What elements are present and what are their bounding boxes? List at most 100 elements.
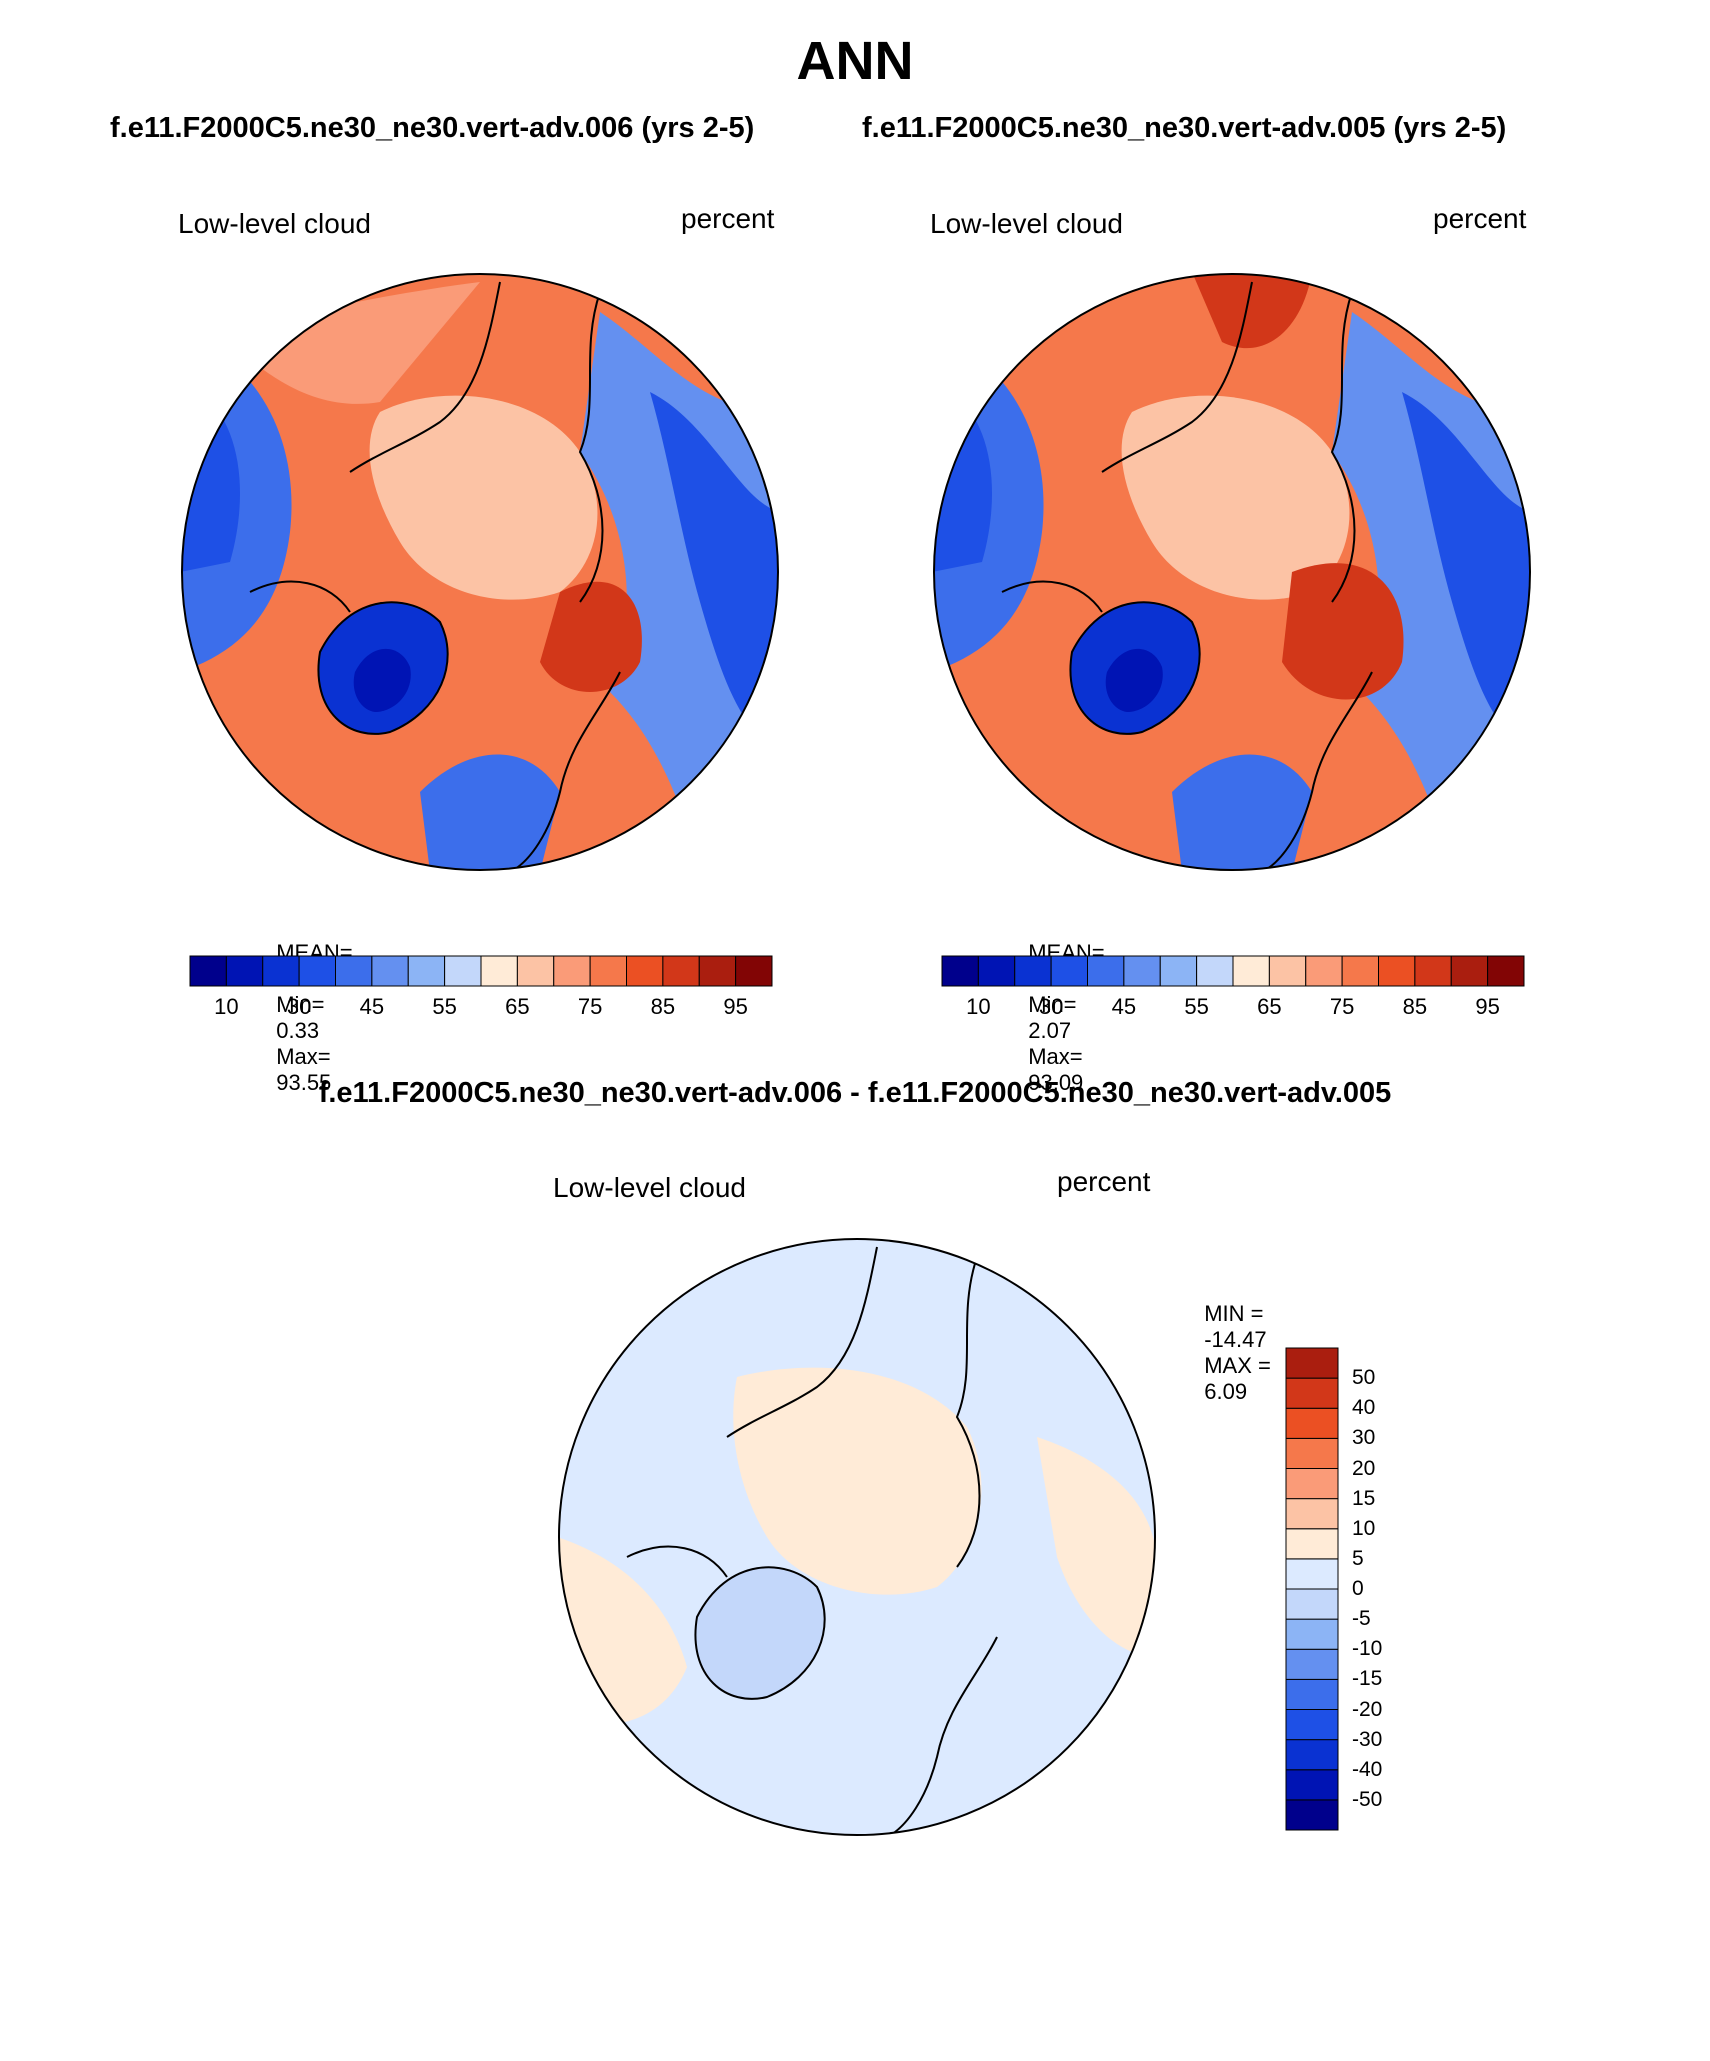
max-value: 93.55 [276, 1070, 332, 1095]
colorbar-swatch [553, 955, 591, 987]
figure-title: ANN [796, 31, 914, 91]
panel1-variable-label: Low-level cloud [178, 208, 371, 239]
colorbar-tick-label: 10 [966, 994, 991, 1019]
warm-core [540, 581, 642, 692]
colorbar-swatch [662, 955, 700, 987]
colorbar-swatch [335, 955, 373, 987]
colorbar-tick-label: 45 [1111, 994, 1137, 1019]
warm-core [1282, 563, 1404, 700]
colorbar-swatch [698, 955, 737, 987]
colorbar-swatch [1123, 955, 1161, 987]
cold-region-east [1332, 312, 1530, 870]
colorbar-swatch [1285, 1468, 1339, 1500]
colorbar-swatch [225, 955, 264, 987]
colorbar-swatch [1285, 1437, 1339, 1469]
colorbar-swatch [262, 955, 300, 987]
colorbar-tick-label: -50 [1352, 1787, 1383, 1811]
polar-map-panel2 [933, 273, 1531, 871]
panel2-units-label: percent [1433, 203, 1527, 234]
colorbar-swatch [1414, 955, 1452, 987]
max-value: 93.09 [1028, 1070, 1084, 1095]
pacific-warm-core [1192, 274, 1312, 349]
diff-title: f.e11.F2000C5.ne30_ne30.vert-adv.006 - f… [318, 1077, 1392, 1109]
colorbar-tick-label: 95 [723, 994, 748, 1019]
colorbar-swatch [407, 955, 446, 987]
colorbar-swatch [1285, 1528, 1339, 1560]
colorbar-tick-label: -5 [1352, 1607, 1371, 1631]
colorbar-swatch [626, 955, 664, 987]
colorbar-tick-label: 30 [1038, 994, 1064, 1019]
min-label: Min= [1028, 992, 1077, 1017]
colorbar-tick-label: 20 [1352, 1456, 1376, 1480]
cold-region-south [1172, 754, 1312, 870]
coastlines [249, 281, 621, 870]
colorbar-swatch [1487, 955, 1525, 987]
panel3-units-label: percent [1057, 1166, 1151, 1197]
colorbar-tick-label: 5 [1352, 1546, 1364, 1570]
colorbar-tick-label: -15 [1352, 1667, 1383, 1691]
panel2-variable-label: Low-level cloud [930, 208, 1123, 239]
colorbar-tick-label: 55 [432, 994, 457, 1019]
greenland-core [1105, 648, 1163, 712]
subtitle-right: f.e11.F2000C5.ne30_ne30.vert-adv.005 (yr… [862, 112, 1507, 144]
colorbar-swatch [1285, 1618, 1339, 1650]
colorbar-swatch [189, 955, 227, 987]
panel3-stats: MIN = -14.47 MAX = 6.09 [1192, 1275, 1271, 1405]
colorbar-swatch [1285, 1648, 1339, 1680]
colorbar-swatch [480, 955, 518, 987]
colorbar-swatch [1159, 955, 1198, 987]
colorbar-swatch [1285, 1498, 1339, 1530]
colorbar-swatch [1285, 1678, 1339, 1710]
pacific-warm [220, 282, 480, 404]
colorbar-swatch [1341, 955, 1379, 987]
min-value: 2.07 [1028, 1018, 1072, 1043]
colorbar-swatch [1450, 955, 1489, 987]
colorbar-swatch [1285, 1739, 1339, 1771]
colorbar-swatch [444, 955, 482, 987]
colorbar-swatch [1285, 1347, 1339, 1379]
max-label: Max= [1028, 1044, 1083, 1069]
colorbar-swatch [516, 955, 555, 987]
max-label: Max= [276, 1044, 331, 1069]
colorbar-panel2 [941, 955, 1525, 987]
greenland-core [353, 648, 411, 712]
cold-region-east [580, 312, 778, 870]
colorbar-tick-label: 65 [505, 994, 530, 1019]
colorbar-tick-label: 85 [1402, 994, 1428, 1019]
cold-core-east [1402, 392, 1530, 752]
colorbar-tick-label: 10 [214, 994, 239, 1019]
map-border [558, 1238, 1156, 1836]
min-label: MIN = [1204, 1301, 1264, 1326]
colorbar-swatch [1196, 955, 1234, 987]
colorbar-swatch [1305, 955, 1343, 987]
cold-region-south [420, 754, 560, 870]
panel3-variable-label: Low-level cloud [553, 1172, 746, 1203]
polar-map-panel1 [181, 273, 779, 871]
colorbar-swatch [1050, 955, 1088, 987]
colorbar-tick-label: -40 [1352, 1757, 1383, 1781]
colorbar-swatch [1285, 1407, 1339, 1439]
min-label: Min= [276, 992, 325, 1017]
colorbar-tick-label: 45 [359, 994, 385, 1019]
map-border [933, 273, 1531, 871]
colorbar-swatch [1285, 1588, 1339, 1620]
colorbar-swatch [1285, 1709, 1339, 1741]
colorbar-swatch [1268, 955, 1307, 987]
panel1-units-label: percent [681, 203, 775, 234]
arctic-basin [369, 395, 598, 600]
colorbar-tick-label: 30 [286, 994, 312, 1019]
colorbar-swatch [977, 955, 1016, 987]
colorbar-swatch [298, 955, 336, 987]
colorbar-swatch [1285, 1558, 1339, 1590]
colorbar-tick-label: 10 [1352, 1516, 1376, 1540]
colorbar-tick-label: 65 [1257, 994, 1282, 1019]
subtitle-left: f.e11.F2000C5.ne30_ne30.vert-adv.006 (yr… [110, 112, 755, 144]
colorbar-tick-label: 50 [1352, 1366, 1376, 1390]
colorbar-swatch [1285, 1377, 1339, 1409]
polar-map-difference [558, 1238, 1156, 1836]
colorbar-swatch [589, 955, 627, 987]
colorbar-tick-label: 55 [1184, 994, 1209, 1019]
colorbar-tick-label: 40 [1352, 1396, 1376, 1420]
min-value: 0.33 [276, 1018, 320, 1043]
colorbar-tick-label: 30 [1352, 1426, 1376, 1450]
